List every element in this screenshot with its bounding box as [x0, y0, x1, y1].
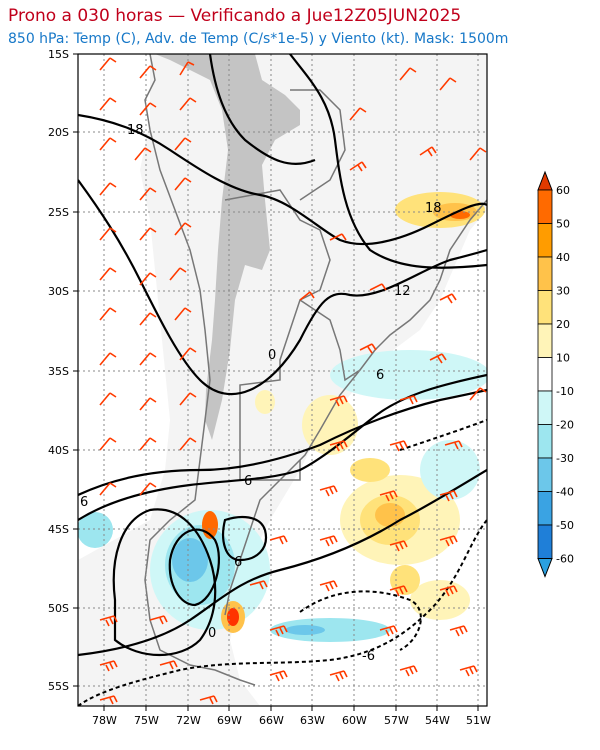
lon-label: 54W [425, 714, 450, 727]
map-subtitle: 850 hPa: Temp (C), Adv. de Temp (C/s*1e-… [8, 31, 509, 47]
colorbar-top-arrow [537, 170, 553, 191]
wind-barbs [99, 57, 487, 705]
temperature-contours [78, 54, 487, 657]
lat-label: 20S [48, 126, 69, 139]
contour-label: 0 [208, 626, 216, 641]
colorbar-segment [537, 524, 553, 559]
contour-label: -6 [362, 649, 375, 664]
colorbar-segment [537, 357, 553, 392]
colorbar-label: 10 [556, 352, 570, 365]
colorbar-segment [537, 223, 553, 258]
colorbar-segment [537, 189, 553, 224]
lat-label: 55S [48, 680, 69, 693]
lon-label: 57W [384, 714, 409, 727]
lon-label: 51W [466, 714, 491, 727]
colorbar-segment [537, 256, 553, 291]
contour-label: 6 [376, 368, 384, 383]
map-frame [77, 53, 488, 707]
lat-label: 40S [48, 444, 69, 457]
longitude-axis: 78W 75W 72W 69W 66W 63W 60W 57W 54W 51W [92, 706, 491, 727]
lon-label: 63W [300, 714, 325, 727]
colorbar-label: -40 [556, 486, 574, 499]
contour-label: 6 [80, 495, 88, 510]
contour-label: 6 [244, 474, 252, 489]
colorbar-label: -20 [556, 419, 574, 432]
colorbar-segment [537, 491, 553, 526]
colorbar-label: -50 [556, 519, 574, 532]
colorbar-label: 60 [556, 184, 570, 197]
contour-label: 12 [394, 284, 411, 299]
colorbar-bottom-arrow [537, 558, 553, 578]
lon-label: 69W [217, 714, 242, 727]
colorbar-segment [537, 457, 553, 492]
coastlines [144, 54, 487, 686]
lat-label: 50S [48, 602, 69, 615]
colorbar-label: 30 [556, 285, 570, 298]
advection-shading [78, 192, 487, 642]
contour-label: 0 [268, 348, 276, 363]
contour-label: 18 [425, 201, 442, 216]
colorbar-label: 40 [556, 251, 570, 264]
contour-labels: 18 18 12 0 6 6 6 6 0 -6 [80, 123, 442, 664]
lon-label: 66W [259, 714, 284, 727]
colorbar-segment [537, 424, 553, 459]
colorbar-label: -30 [556, 452, 574, 465]
colorbar-segment [537, 290, 553, 325]
terrain-mask [155, 54, 300, 440]
lon-label: 72W [176, 714, 201, 727]
map-title: Prono a 030 horas — Verificando a Jue12Z… [8, 6, 462, 26]
colorbar-label: -60 [556, 553, 574, 566]
lat-label: 45S [48, 523, 69, 536]
negative-contours [78, 419, 487, 706]
colorbar-label: 20 [556, 318, 570, 331]
lat-label: 15S [48, 48, 69, 61]
lat-label: 35S [48, 365, 69, 378]
lat-label: 25S [48, 206, 69, 219]
colorbar: 60 50 40 30 20 10 -10 -20 -30 -40 -50 -60 [537, 170, 574, 578]
colorbar-segment [537, 323, 553, 358]
colorbar-label: 50 [556, 218, 570, 231]
contour-label: 6 [234, 555, 242, 570]
latitude-axis: 15S 20S 25S 30S 35S 40S 45S 50S 55S [48, 48, 78, 693]
lon-label: 75W [134, 714, 159, 727]
lat-label: 30S [48, 285, 69, 298]
contour-label: 18 [127, 123, 144, 138]
lon-label: 60W [342, 714, 367, 727]
lon-label: 78W [92, 714, 117, 727]
colorbar-label: -10 [556, 385, 574, 398]
colorbar-segment [537, 390, 553, 425]
